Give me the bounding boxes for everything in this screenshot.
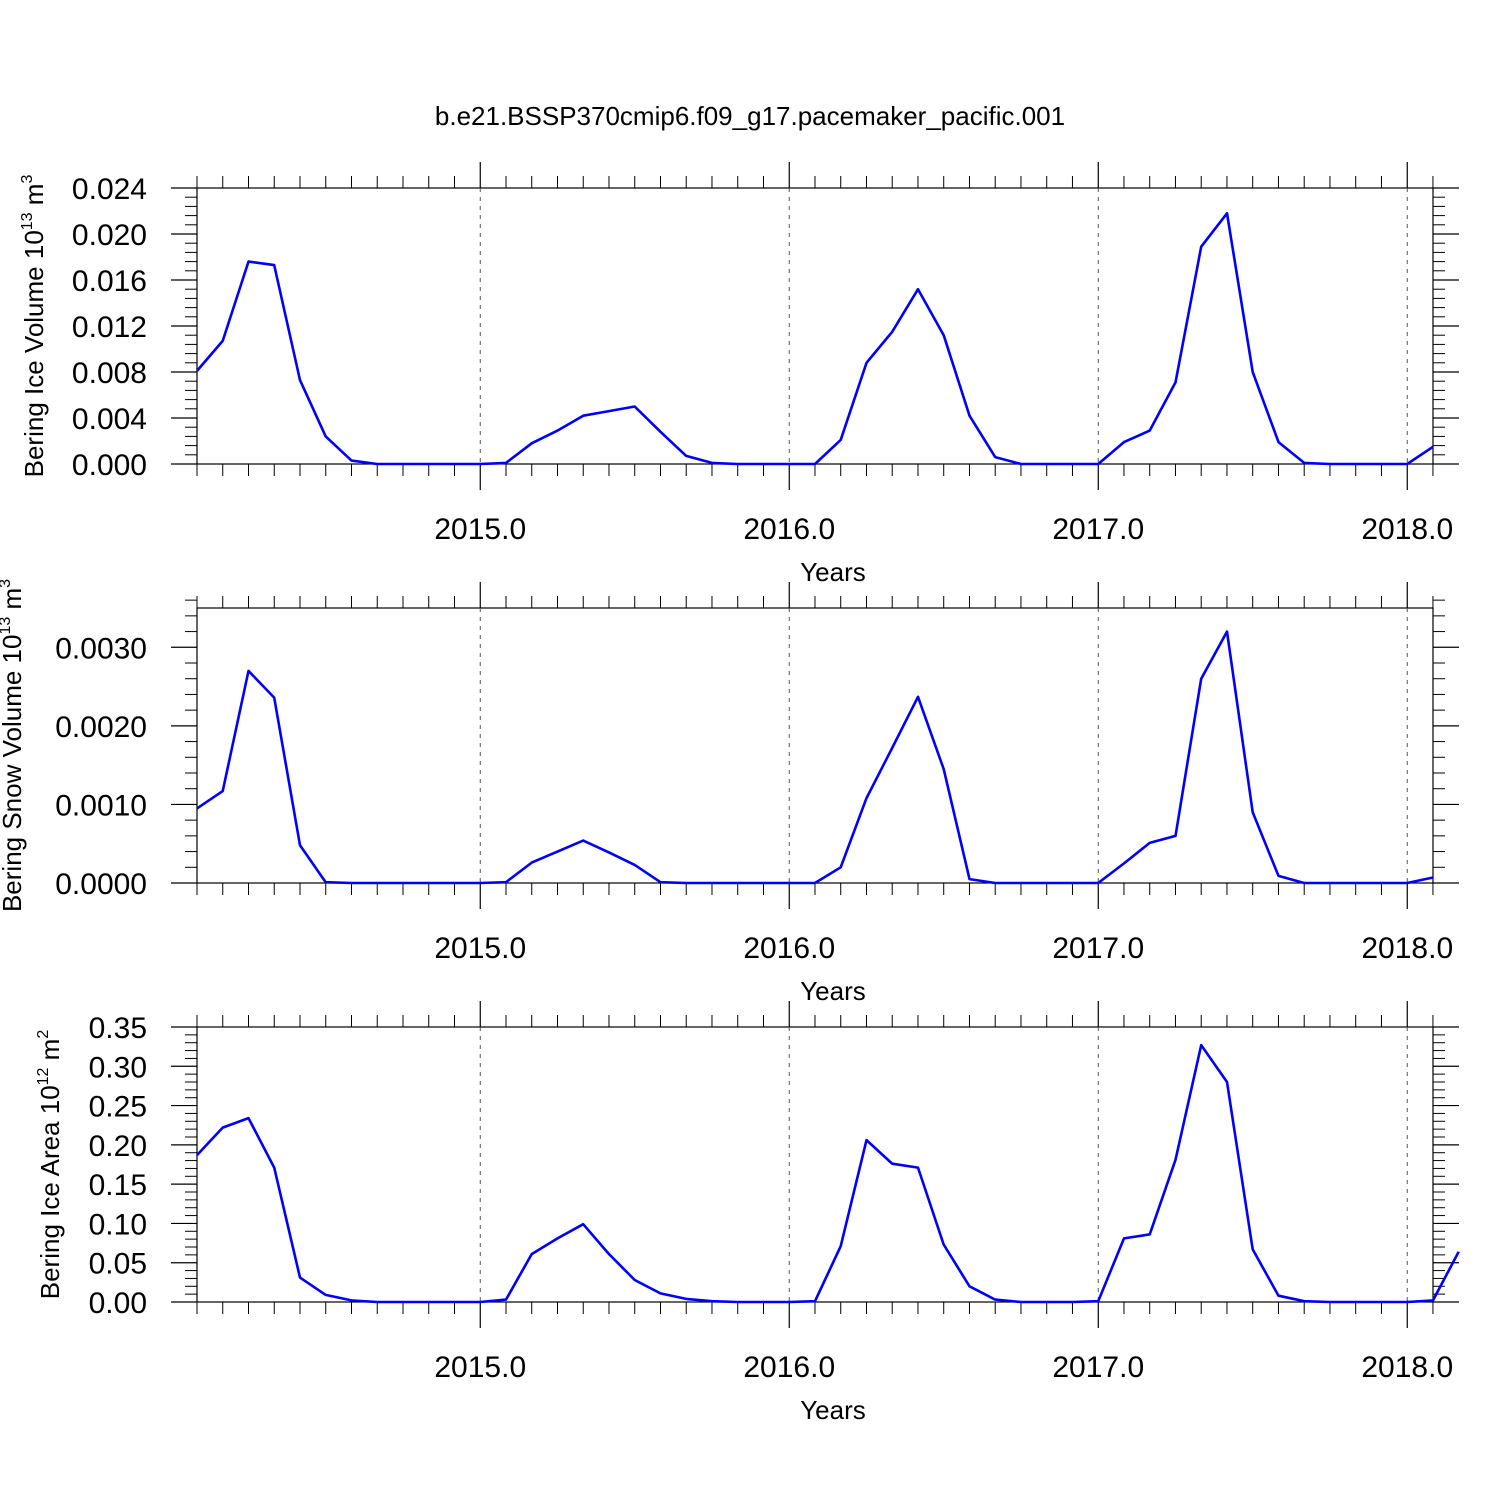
x-tick-label: 2017.0: [1052, 932, 1144, 965]
x-tick-label: 2018.0: [1361, 513, 1453, 546]
y-tick-label: 0.020: [72, 219, 147, 252]
y-tick-label: 0.10: [89, 1208, 147, 1241]
x-axis-title: Years: [800, 976, 866, 1006]
y-tick-label: 0.20: [89, 1130, 147, 1163]
series-line: [196, 630, 1434, 885]
chart-panels: 2015.0 2016.0 2017.0 2018.0 0.000 0.004 0.008 0…: [0, 162, 1460, 1425]
x-tick-label: 2016.0: [743, 932, 835, 965]
y-tick-label: 0.000: [72, 449, 147, 482]
x-tick-label: 2016.0: [743, 1351, 835, 1384]
y-tick-label: 0.30: [89, 1051, 147, 1084]
y-tick-label: 0.004: [72, 403, 147, 436]
x-tick-label: 2018.0: [1361, 1351, 1453, 1384]
x-axis-title: Years: [800, 1395, 866, 1425]
chart-title: b.e21.BSSP370cmip6.f09_g17.pacemaker_pac…: [435, 101, 1065, 131]
y-tick-label: 0.0000: [55, 868, 147, 901]
panel-3: 2015.0 2016.0 2017.0 2018.0 0.00 0.05 0.10 0.15…: [35, 1001, 1460, 1425]
y-axis-title: Bering Snow Volume 1013 m3: [0, 579, 27, 912]
y-tick-label: 0.0020: [55, 711, 147, 744]
y-axis-title: Bering Ice Volume 1013 m3: [19, 175, 49, 478]
y-tick-label: 0.05: [89, 1248, 147, 1281]
y-tick-label: 0.0010: [55, 789, 147, 822]
plot-frame: [196, 1026, 1434, 1303]
y-tick-label: 0.012: [72, 311, 147, 344]
panel-2: 2015.0 2016.0 2017.0 2018.0 0.0000 0.0010 0.00…: [0, 579, 1459, 1006]
y-tick-label: 0.15: [89, 1169, 147, 1202]
panel-1: 2015.0 2016.0 2017.0 2018.0 0.000 0.004 0.008 0…: [19, 162, 1459, 587]
y-tick-label: 0.0030: [55, 632, 147, 665]
series-line: [196, 212, 1434, 466]
x-tick-label: 2017.0: [1052, 513, 1144, 546]
series-line: [196, 1043, 1460, 1304]
y-tick-label: 0.00: [89, 1287, 147, 1320]
y-axis-title: Bering Ice Area 1012 m2: [35, 1030, 65, 1300]
y-tick-label: 0.024: [72, 173, 147, 206]
plot-frame: [196, 187, 1434, 465]
x-tick-label: 2017.0: [1052, 1351, 1144, 1384]
x-tick-label: 2016.0: [743, 513, 835, 546]
plot-frame: [196, 607, 1434, 884]
x-tick-label: 2015.0: [434, 513, 526, 546]
y-tick-label: 0.008: [72, 357, 147, 390]
x-tick-label: 2015.0: [434, 932, 526, 965]
y-tick-label: 0.35: [89, 1012, 147, 1045]
x-tick-label: 2018.0: [1361, 932, 1453, 965]
y-tick-label: 0.016: [72, 265, 147, 298]
y-tick-label: 0.25: [89, 1091, 147, 1124]
x-tick-label: 2015.0: [434, 1351, 526, 1384]
x-axis-title: Years: [800, 557, 866, 587]
